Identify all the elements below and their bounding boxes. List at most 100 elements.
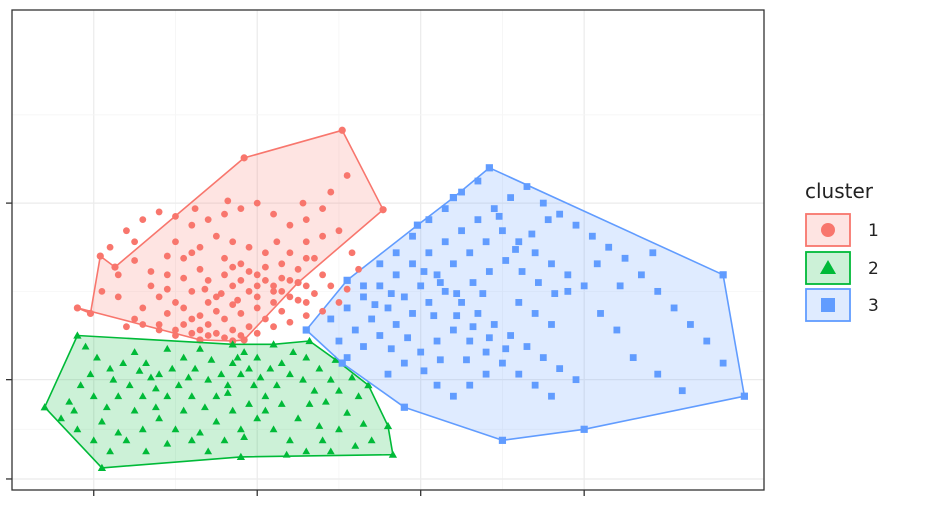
cluster-point-1 <box>180 321 188 328</box>
hull-vertex-3 <box>498 436 507 444</box>
plot-panel-background <box>12 10 764 490</box>
cluster-point-1 <box>286 276 294 284</box>
cluster-point-1 <box>299 199 307 207</box>
cluster-point-2 <box>135 366 144 374</box>
cluster-point-3 <box>384 304 392 312</box>
cluster-point-2 <box>240 348 249 356</box>
cluster-point-2 <box>125 381 134 389</box>
cluster-point-3 <box>371 301 379 309</box>
cluster-point-3 <box>616 282 624 290</box>
cluster-point-2 <box>86 370 95 378</box>
cluster-point-1 <box>253 271 261 279</box>
cluster-point-2 <box>245 400 253 407</box>
cluster-point-3 <box>564 271 572 279</box>
cluster-point-3 <box>368 315 376 323</box>
cluster-point-3 <box>495 212 503 220</box>
cluster-point-3 <box>392 249 400 257</box>
cluster-point-2 <box>142 359 150 367</box>
cluster-point-2 <box>335 386 343 394</box>
cluster-point-1 <box>286 293 294 301</box>
cluster-point-3 <box>433 337 441 345</box>
legend-key-marker-1 <box>821 223 835 237</box>
cluster-point-3 <box>360 343 367 350</box>
cluster-point-3 <box>523 343 531 350</box>
cluster-point-1 <box>172 212 179 220</box>
cluster-point-1 <box>234 296 242 304</box>
cluster-point-2 <box>217 370 226 378</box>
cluster-point-3 <box>564 287 572 295</box>
cluster-point-1 <box>253 329 261 337</box>
cluster-point-2 <box>89 436 98 444</box>
cluster-point-3 <box>535 279 542 286</box>
cluster-point-1 <box>147 268 155 275</box>
cluster-point-2 <box>70 406 79 414</box>
cluster-point-1 <box>302 282 310 290</box>
cluster-point-1 <box>319 205 327 213</box>
cluster-point-1 <box>163 271 171 279</box>
hull-vertex-2 <box>364 381 373 389</box>
legend: cluster 1 2 3 <box>805 179 879 322</box>
cluster-point-3 <box>409 310 416 317</box>
cluster-point-1 <box>237 332 245 339</box>
cluster-point-2 <box>163 392 172 400</box>
cluster-point-3 <box>499 227 506 235</box>
cluster-point-3 <box>392 321 400 328</box>
cluster-point-2 <box>277 400 286 407</box>
cluster-point-3 <box>469 279 477 286</box>
cluster-point-3 <box>518 268 526 275</box>
cluster-point-2 <box>266 364 275 372</box>
cluster-point-2 <box>233 353 242 361</box>
cluster-point-1 <box>180 304 188 312</box>
cluster-point-2 <box>204 375 213 383</box>
cluster-point-2 <box>250 381 258 389</box>
cluster-point-1 <box>302 254 310 262</box>
cluster-point-2 <box>174 381 183 389</box>
cluster-point-3 <box>404 334 412 342</box>
cluster-point-3 <box>453 312 461 320</box>
cluster-point-1 <box>327 188 335 196</box>
hull-vertex-1 <box>379 206 387 214</box>
hull-vertex-2 <box>97 463 107 472</box>
cluster-point-3 <box>351 326 359 334</box>
cluster-point-1 <box>221 315 228 323</box>
cluster-point-1 <box>270 299 277 306</box>
cluster-point-1 <box>131 315 139 323</box>
cluster-point-2 <box>119 359 128 367</box>
cluster-point-1 <box>261 276 269 284</box>
cluster-point-1 <box>114 293 122 301</box>
cluster-point-2 <box>223 381 232 389</box>
hull-vertex-2 <box>388 450 398 458</box>
cluster-point-1 <box>147 282 155 290</box>
cluster-point-3 <box>441 205 449 213</box>
cluster-point-3 <box>420 268 428 275</box>
cluster-point-1 <box>253 304 261 312</box>
cluster-point-2 <box>73 425 82 433</box>
cluster-point-3 <box>376 282 384 290</box>
cluster-point-3 <box>466 337 474 345</box>
hull-vertex-2 <box>305 336 314 345</box>
cluster-point-2 <box>163 344 172 352</box>
cluster-point-1 <box>335 299 343 306</box>
cluster-point-2 <box>321 397 330 405</box>
cluster-point-2 <box>318 436 327 444</box>
cluster-point-1 <box>270 323 277 331</box>
cluster-point-2 <box>354 392 363 400</box>
hull-vertex-1 <box>240 154 248 162</box>
cluster-point-1 <box>131 257 139 264</box>
cluster-point-1 <box>172 326 179 334</box>
cluster-point-2 <box>253 414 262 422</box>
cluster-point-3 <box>425 216 433 224</box>
hull-vertex-1 <box>96 252 104 260</box>
cluster-point-1 <box>319 271 327 279</box>
cluster-point-3 <box>458 227 465 235</box>
cluster-point-1 <box>163 252 171 260</box>
cluster-point-2 <box>151 384 160 392</box>
cluster-point-3 <box>515 299 523 306</box>
cluster-point-1 <box>237 205 245 213</box>
cluster-point-2 <box>191 364 200 372</box>
cluster-point-2 <box>184 373 193 381</box>
cluster-point-2 <box>302 447 311 455</box>
cluster-point-2 <box>289 348 298 356</box>
cluster-point-1 <box>131 238 139 246</box>
cluster-point-1 <box>224 197 232 205</box>
